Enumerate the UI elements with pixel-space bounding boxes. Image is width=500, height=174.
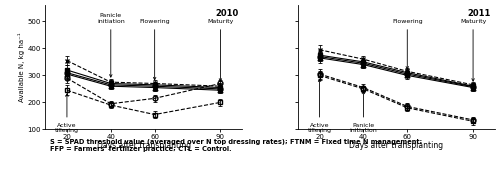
X-axis label: Days after transplanting: Days after transplanting xyxy=(350,141,444,150)
Text: Active
tillering: Active tillering xyxy=(55,94,79,133)
Text: Flowering: Flowering xyxy=(140,19,170,80)
X-axis label: Days after transplanting: Days after transplanting xyxy=(96,141,190,150)
Text: Flowering: Flowering xyxy=(392,19,422,69)
Text: Panicle
initiation: Panicle initiation xyxy=(97,13,124,77)
Text: S = SPAD threshold value (averaged over N top dressing rates); FTNM = Fixed time: S = SPAD threshold value (averaged over … xyxy=(50,139,422,152)
Text: Maturity: Maturity xyxy=(460,19,486,81)
Text: Active
tillering: Active tillering xyxy=(308,79,332,133)
Text: 2011: 2011 xyxy=(468,9,491,18)
Y-axis label: Available N, kg ha⁻¹: Available N, kg ha⁻¹ xyxy=(18,33,24,102)
Text: Panicle
initiation: Panicle initiation xyxy=(350,91,378,133)
Text: Maturity: Maturity xyxy=(208,19,234,81)
Text: 2010: 2010 xyxy=(215,9,238,18)
